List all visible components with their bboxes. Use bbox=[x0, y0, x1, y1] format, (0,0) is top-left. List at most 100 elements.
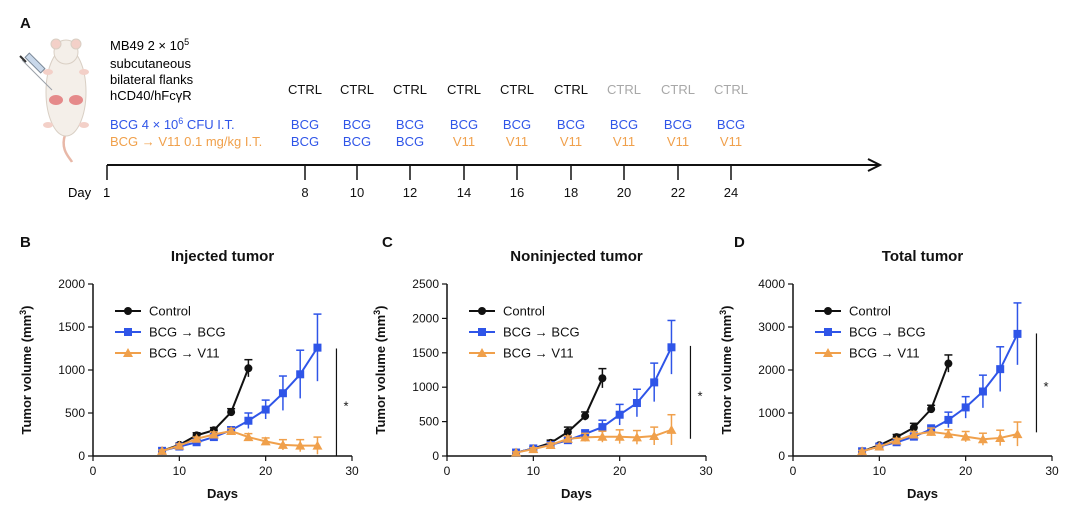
y-tick-label: 1500 bbox=[412, 346, 439, 360]
data-point-triangle bbox=[243, 432, 254, 442]
data-point-square bbox=[124, 328, 132, 336]
syringe-icon bbox=[19, 52, 53, 91]
chart-injected-tumor: Injected tumor 0 500 1000 1500 2000 0 10 20 30 Day… bbox=[18, 248, 359, 501]
schema-treatment-label: V11 bbox=[506, 134, 528, 149]
data-point-square bbox=[978, 387, 987, 396]
data-point-circle bbox=[824, 307, 832, 315]
setup-line-4: hCD40/hFcγR bbox=[110, 88, 192, 103]
y-tick-label: 2000 bbox=[58, 277, 85, 291]
schema-bcg-label: BCG bbox=[717, 117, 745, 132]
panel-label-b: B bbox=[20, 234, 31, 251]
data-point-triangle bbox=[857, 446, 868, 456]
data-point-square bbox=[478, 328, 486, 336]
schema-treatment-label: V11 bbox=[720, 134, 742, 149]
x-tick-label: 20 bbox=[613, 464, 627, 478]
data-point-triangle bbox=[908, 429, 919, 439]
legend-label: BCG → BCG bbox=[849, 325, 926, 340]
y-tick-label: 2000 bbox=[758, 363, 785, 377]
y-axis-title: Tumor volume (mm3) bbox=[718, 305, 734, 434]
schema-bcg-label: BCG bbox=[291, 117, 319, 132]
legend-label: Control bbox=[149, 304, 191, 319]
schema-bcg-label: BCG bbox=[396, 117, 424, 132]
schema-treatment-label: BCG bbox=[396, 134, 424, 149]
tumor-left-icon bbox=[49, 95, 63, 105]
schema-bcg-label: BCG bbox=[503, 117, 531, 132]
y-tick-label: 1000 bbox=[412, 380, 439, 394]
day-tick-label: 20 bbox=[617, 185, 631, 200]
schema-treatment-label: BCG bbox=[343, 134, 371, 149]
data-point-circle bbox=[598, 374, 607, 383]
schema-ctrl-label: CTRL bbox=[500, 82, 534, 97]
schema-ctrl-label: CTRL bbox=[447, 82, 481, 97]
chart-noninjected-tumor: Noninjected tumor 0 500 1000 1500 2000 2500 0 10… bbox=[372, 248, 713, 501]
schema-ctrl-label: CTRL bbox=[607, 82, 641, 97]
x-tick-label: 30 bbox=[345, 464, 359, 478]
v11-regimen-label: BCG → V11 0.1 mg/kg I.T. bbox=[110, 134, 262, 149]
data-point-triangle bbox=[666, 424, 677, 434]
data-point-triangle bbox=[123, 348, 133, 357]
data-point-circle bbox=[124, 307, 132, 315]
x-tick-label: 0 bbox=[790, 464, 797, 478]
data-point-triangle bbox=[580, 432, 591, 442]
x-tick-label: 0 bbox=[90, 464, 97, 478]
schema-ctrl-label: CTRL bbox=[288, 82, 322, 97]
data-point-square bbox=[313, 343, 322, 352]
data-point-triangle bbox=[614, 431, 625, 441]
y-tick-label: 1500 bbox=[58, 320, 85, 334]
panel-label-a: A bbox=[20, 15, 31, 32]
schema-bcg-label: BCG bbox=[610, 117, 638, 132]
x-tick-label: 30 bbox=[1045, 464, 1059, 478]
data-point-triangle bbox=[528, 444, 539, 454]
y-tick-label: 3000 bbox=[758, 320, 785, 334]
data-point-triangle bbox=[174, 440, 185, 450]
y-tick-label: 1000 bbox=[58, 363, 85, 377]
data-point-triangle bbox=[649, 431, 660, 441]
x-axis-title: Days bbox=[907, 486, 938, 501]
day-tick-label: 10 bbox=[350, 185, 364, 200]
series-line bbox=[161, 430, 318, 452]
y-tick-label: 500 bbox=[65, 406, 85, 420]
data-point-circle bbox=[581, 412, 590, 421]
data-point-circle bbox=[244, 364, 253, 373]
x-tick-label: 30 bbox=[699, 464, 713, 478]
data-point-triangle bbox=[597, 431, 608, 441]
setup-line-3: bilateral flanks bbox=[110, 72, 194, 87]
data-point-square bbox=[961, 403, 970, 412]
panel-label-c: C bbox=[382, 234, 393, 251]
y-tick-label: 4000 bbox=[758, 277, 785, 291]
data-point-square bbox=[824, 328, 832, 336]
data-point-square bbox=[615, 410, 624, 419]
data-point-triangle bbox=[157, 445, 168, 455]
day-tick-label: 16 bbox=[510, 185, 524, 200]
significance-star: * bbox=[697, 388, 702, 403]
x-tick-label: 10 bbox=[527, 464, 541, 478]
data-point-circle bbox=[478, 307, 486, 315]
x-tick-label: 20 bbox=[259, 464, 273, 478]
data-point-square bbox=[996, 365, 1005, 374]
data-point-square bbox=[632, 399, 641, 408]
data-point-circle bbox=[909, 423, 918, 432]
data-point-circle bbox=[227, 408, 236, 417]
day-tick-start: 1 bbox=[103, 185, 110, 200]
day-tick-label: 24 bbox=[724, 185, 738, 200]
schema-treatment-label: V11 bbox=[560, 134, 582, 149]
data-point-circle bbox=[927, 405, 936, 414]
mouse-illustration bbox=[19, 38, 89, 163]
data-point-triangle bbox=[208, 429, 219, 439]
y-tick-label: 0 bbox=[78, 449, 85, 463]
schema-treatment-label: V11 bbox=[613, 134, 635, 149]
day-tick-label: 14 bbox=[457, 185, 471, 200]
x-tick-label: 20 bbox=[959, 464, 973, 478]
data-point-triangle bbox=[995, 432, 1006, 442]
data-point-square bbox=[278, 389, 287, 398]
data-point-square bbox=[598, 423, 607, 432]
schema-bcg-label: BCG bbox=[343, 117, 371, 132]
day-tick-label: 18 bbox=[564, 185, 578, 200]
data-point-triangle bbox=[823, 348, 833, 357]
schema-columns: CTRL BCG BCG 8 CTRL BCG BCG 10 CTRL BCG BCG 12 CTRL B… bbox=[288, 82, 748, 200]
setup-line-2: subcutaneous bbox=[110, 56, 191, 71]
panel-label-d: D bbox=[734, 234, 745, 251]
tumor-right-icon bbox=[69, 95, 83, 105]
y-tick-label: 0 bbox=[432, 449, 439, 463]
x-axis-title: Days bbox=[561, 486, 592, 501]
